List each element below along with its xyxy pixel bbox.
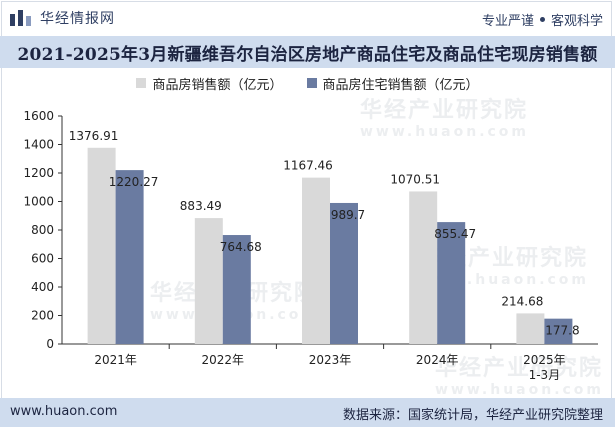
data-label: 177.8 <box>545 324 579 338</box>
top-bar: 华经情报网 专业严谨 客观科学 <box>0 0 615 34</box>
x-tick-label: 2021年 <box>94 353 137 367</box>
data-label: 989.7 <box>331 208 365 222</box>
y-tick-label: 1000 <box>23 195 54 209</box>
y-tick-label: 200 <box>31 309 54 323</box>
legend-label-series2: 商品房住宅销售额（亿元） <box>322 77 479 93</box>
data-label: 1376.91 <box>69 129 119 143</box>
footer: www.huaon.com 数据来源：国家统计局，华经产业研究院整理 <box>0 398 615 427</box>
brand-name: 华经情报网 <box>40 11 115 27</box>
y-tick-label: 800 <box>31 223 54 237</box>
bar-residential-1 <box>222 235 251 344</box>
tagline: 专业严谨 客观科学 <box>482 10 603 29</box>
data-label: 1167.46 <box>283 159 333 173</box>
data-label: 1070.51 <box>390 172 440 186</box>
y-tick-label: 1600 <box>23 109 54 123</box>
bar-chart: 0 200 400 600 800 1000 1200 1400 1600 2021年 1376.9… <box>23 109 598 382</box>
footer-url[interactable]: www.huaon.com <box>10 404 118 419</box>
y-tick-label: 0 <box>46 337 54 351</box>
data-label: 883.49 <box>180 199 222 213</box>
bullet-dot-icon <box>539 17 545 22</box>
legend: 商品房销售额（亿元） 商品房住宅销售额（亿元） <box>0 70 615 96</box>
bar-sales-1 <box>194 218 223 344</box>
brand[interactable]: 华经情报网 <box>10 8 115 28</box>
legend-label-series1: 商品房销售额（亿元） <box>152 77 283 93</box>
x-tick-label: 2023年 <box>309 353 352 367</box>
tagline-left: 专业严谨 <box>481 14 534 29</box>
x-tick-label: 1-3月 <box>529 368 561 382</box>
x-tick-label: 2025年 <box>523 353 566 367</box>
legend-swatch-series1 <box>136 78 147 88</box>
data-label: 764.68 <box>220 240 262 254</box>
bar-residential-0 <box>115 170 144 344</box>
footer-source: 数据来源：国家统计局，华经产业研究院整理 <box>342 408 603 423</box>
bar-residential-2 <box>330 202 358 344</box>
tagline-right: 客观科学 <box>550 14 603 29</box>
legend-item-series1[interactable]: 商品房销售额（亿元） <box>136 74 283 93</box>
x-tick-label: 2024年 <box>416 353 459 367</box>
data-label: 855.47 <box>434 227 476 241</box>
logo-icon <box>10 10 31 26</box>
data-label: 1220.27 <box>109 175 159 189</box>
legend-item-series2[interactable]: 商品房住宅销售额（亿元） <box>306 74 479 93</box>
y-tick-label: 400 <box>31 280 54 294</box>
bar-sales-2 <box>302 177 330 344</box>
bar-sales-0 <box>87 147 116 344</box>
bar-residential-3 <box>437 222 466 344</box>
legend-swatch-series2 <box>306 78 317 88</box>
chart-title: 2021-2025年3月新疆维吾尔自治区房地产商品住宅及商品住宅现房销售额 <box>17 44 598 65</box>
title-band: 2021-2025年3月新疆维吾尔自治区房地产商品住宅及商品住宅现房销售额 <box>0 36 615 68</box>
bar-residential-4 <box>544 318 573 344</box>
bar-sales-4 <box>516 313 545 344</box>
y-tick-label: 600 <box>31 252 54 266</box>
y-tick-label: 1200 <box>23 166 54 180</box>
data-label: 214.68 <box>501 294 543 308</box>
bar-sales-3 <box>409 191 438 344</box>
y-tick-label: 1400 <box>23 138 54 152</box>
x-tick-label: 2022年 <box>202 353 245 367</box>
